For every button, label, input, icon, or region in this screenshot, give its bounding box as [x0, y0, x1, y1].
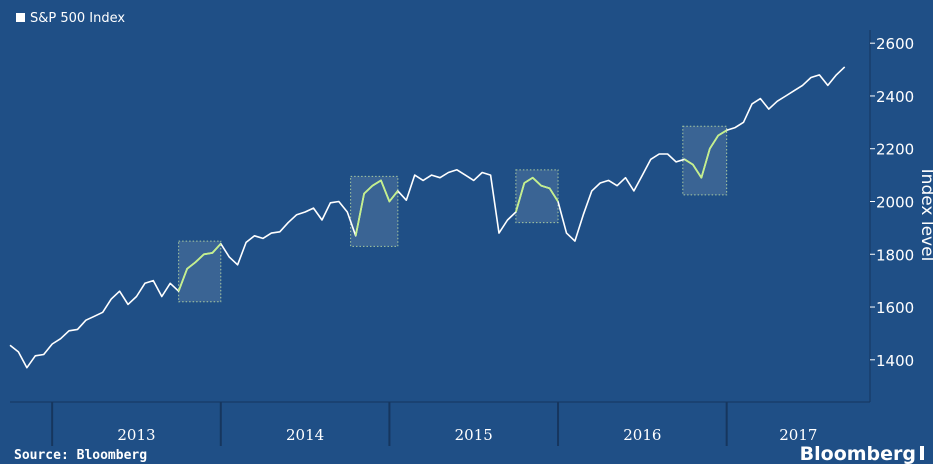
highlight-box — [350, 175, 399, 247]
brand-logo: Bloomberg — [800, 443, 916, 464]
x-category-label: 2017 — [779, 426, 817, 444]
x-category-label: 2016 — [623, 426, 661, 444]
highlight-line — [354, 179, 399, 236]
y-tick-label: 2000 — [876, 193, 914, 211]
chart-title: S&P 500 Index — [30, 11, 125, 26]
y-tick-label: 2200 — [876, 141, 914, 159]
highlight-line — [515, 176, 559, 213]
y-tick-label: 1400 — [876, 352, 914, 370]
y-tick-label: 2600 — [876, 35, 914, 53]
highlight-line — [684, 129, 728, 179]
x-category-label: 2013 — [117, 426, 155, 444]
highlight-line — [177, 243, 222, 292]
y-tick-label: 2400 — [876, 88, 914, 106]
brand-mark — [920, 446, 924, 460]
y-axis-label: Index level — [917, 169, 933, 262]
x-category-label: 2015 — [455, 426, 493, 444]
highlight-box — [682, 125, 728, 196]
y-tick-label: 1800 — [876, 246, 914, 264]
y-tick-label: 1600 — [876, 299, 914, 317]
highlight-box — [515, 169, 559, 224]
legend-swatch — [16, 13, 25, 22]
source-note: Source: Bloomberg — [14, 448, 147, 463]
x-category-label: 2014 — [286, 426, 324, 444]
